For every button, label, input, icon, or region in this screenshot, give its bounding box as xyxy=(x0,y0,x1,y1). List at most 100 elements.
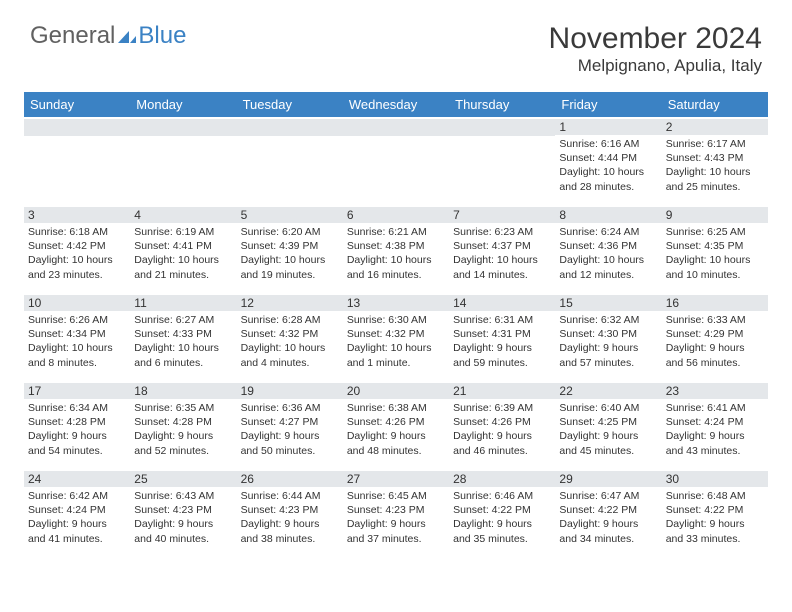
day-info-line: Sunset: 4:35 PM xyxy=(666,239,764,253)
day-info-line: Daylight: 10 hours xyxy=(134,341,232,355)
day-info-line: Sunset: 4:28 PM xyxy=(28,415,126,429)
day-info-line: and 56 minutes. xyxy=(666,356,764,370)
day-info-line: Sunset: 4:23 PM xyxy=(241,503,339,517)
day-info-line: Sunrise: 6:36 AM xyxy=(241,401,339,415)
day-cell: 20 Sunrise: 6:38 AMSunset: 4:26 PMDayligh… xyxy=(343,381,449,469)
day-info-line: Sunrise: 6:30 AM xyxy=(347,313,445,327)
day-info-line: Sunset: 4:32 PM xyxy=(347,327,445,341)
day-cell: 18Sunrise: 6:35 AMSunset: 4:28 PMDayligh… xyxy=(130,381,236,469)
day-info-line: Sunset: 4:36 PM xyxy=(559,239,657,253)
day-info: Sunrise: 6:17 AMSunset: 4:43 PMDaylight:… xyxy=(666,137,764,194)
day-info-line: Sunset: 4:29 PM xyxy=(666,327,764,341)
day-cell: 24Sunrise: 6:42 AMSunset: 4:24 PMDayligh… xyxy=(24,469,130,557)
day-info-line: and 40 minutes. xyxy=(134,532,232,546)
day-header-row: Sunday Monday Tuesday Wednesday Thursday… xyxy=(24,92,768,117)
day-info-line: Sunrise: 6:39 AM xyxy=(453,401,551,415)
day-info: Sunrise: 6:34 AMSunset: 4:28 PMDaylight:… xyxy=(28,401,126,458)
day-info-line: Sunset: 4:24 PM xyxy=(666,415,764,429)
day-info-line: Sunrise: 6:17 AM xyxy=(666,137,764,151)
day-info-line: and 4 minutes. xyxy=(241,356,339,370)
logo-sail-icon xyxy=(118,29,136,43)
day-number: 23 xyxy=(662,383,768,399)
day-number: 2 xyxy=(662,119,768,135)
day-info-line: Sunrise: 6:28 AM xyxy=(241,313,339,327)
day-info-line: Sunset: 4:31 PM xyxy=(453,327,551,341)
day-info-line: and 19 minutes. xyxy=(241,268,339,282)
day-info: Sunrise: 6:33 AMSunset: 4:29 PMDaylight:… xyxy=(666,313,764,370)
day-info-line: and 41 minutes. xyxy=(28,532,126,546)
day-info-line: Sunrise: 6:32 AM xyxy=(559,313,657,327)
day-info-line: Daylight: 9 hours xyxy=(28,429,126,443)
day-number xyxy=(449,119,555,136)
day-info: Sunrise: 6:45 AMSunset: 4:23 PMDaylight:… xyxy=(347,489,445,546)
day-cell: 9 Sunrise: 6:25 AMSunset: 4:35 PMDaylight… xyxy=(662,205,768,293)
day-info-line: and 28 minutes. xyxy=(559,180,657,194)
day-cell: 23Sunrise: 6:41 AMSunset: 4:24 PMDayligh… xyxy=(662,381,768,469)
day-info-line: Sunset: 4:30 PM xyxy=(559,327,657,341)
day-info: Sunrise: 6:25 AMSunset: 4:35 PMDaylight:… xyxy=(666,225,764,282)
day-info-line: and 54 minutes. xyxy=(28,444,126,458)
day-info-line: Sunset: 4:23 PM xyxy=(134,503,232,517)
day-cell: 15Sunrise: 6:32 AMSunset: 4:30 PMDayligh… xyxy=(555,293,661,381)
day-info-line: Sunrise: 6:35 AM xyxy=(134,401,232,415)
day-info-line: and 25 minutes. xyxy=(666,180,764,194)
day-info: Sunrise: 6:38 AMSunset: 4:26 PMDaylight:… xyxy=(347,401,445,458)
day-header-fri: Friday xyxy=(555,92,661,117)
day-info-line: Daylight: 10 hours xyxy=(666,253,764,267)
day-number: 27 xyxy=(343,471,449,487)
day-info-line: Sunrise: 6:25 AM xyxy=(666,225,764,239)
day-info: Sunrise: 6:20 AMSunset: 4:39 PMDaylight:… xyxy=(241,225,339,282)
day-cell: 12Sunrise: 6:28 AMSunset: 4:32 PMDayligh… xyxy=(237,293,343,381)
day-number xyxy=(237,119,343,136)
day-info: Sunrise: 6:47 AMSunset: 4:22 PMDaylight:… xyxy=(559,489,657,546)
day-number: 17 xyxy=(24,383,130,399)
day-cell: 3Sunrise: 6:18 AMSunset: 4:42 PMDaylight… xyxy=(24,205,130,293)
day-number: 3 xyxy=(24,207,130,223)
day-number: 9 xyxy=(662,207,768,223)
day-info-line: Daylight: 9 hours xyxy=(347,429,445,443)
day-info-line: Sunrise: 6:18 AM xyxy=(28,225,126,239)
day-info-line: Daylight: 9 hours xyxy=(559,429,657,443)
day-info: Sunrise: 6:27 AMSunset: 4:33 PMDaylight:… xyxy=(134,313,232,370)
day-info-line: Sunrise: 6:38 AM xyxy=(347,401,445,415)
day-info-line: Sunset: 4:22 PM xyxy=(559,503,657,517)
day-info: Sunrise: 6:43 AMSunset: 4:23 PMDaylight:… xyxy=(134,489,232,546)
day-info-line: Daylight: 10 hours xyxy=(28,253,126,267)
day-cell: 17 Sunrise: 6:34 AMSunset: 4:28 PMDayligh… xyxy=(24,381,130,469)
day-info-line: Daylight: 9 hours xyxy=(134,517,232,531)
day-info-line: Daylight: 9 hours xyxy=(347,517,445,531)
day-info-line: and 16 minutes. xyxy=(347,268,445,282)
day-cell: 21Sunrise: 6:39 AMSunset: 4:26 PMDayligh… xyxy=(449,381,555,469)
day-info-line: Sunrise: 6:40 AM xyxy=(559,401,657,415)
day-info-line: and 10 minutes. xyxy=(666,268,764,282)
day-cell: 5Sunrise: 6:20 AMSunset: 4:39 PMDaylight… xyxy=(237,205,343,293)
day-info-line: Daylight: 9 hours xyxy=(666,429,764,443)
day-info-line: Sunset: 4:43 PM xyxy=(666,151,764,165)
day-info-line: Sunset: 4:22 PM xyxy=(453,503,551,517)
day-cell: 26Sunrise: 6:44 AMSunset: 4:23 PMDayligh… xyxy=(237,469,343,557)
day-info-line: Sunset: 4:39 PM xyxy=(241,239,339,253)
day-info: Sunrise: 6:48 AMSunset: 4:22 PMDaylight:… xyxy=(666,489,764,546)
day-number: 28 xyxy=(449,471,555,487)
day-info-line: Sunset: 4:26 PM xyxy=(453,415,551,429)
day-cell: 13Sunrise: 6:30 AMSunset: 4:32 PMDayligh… xyxy=(343,293,449,381)
day-info-line: Sunset: 4:33 PM xyxy=(134,327,232,341)
day-number: 19 xyxy=(237,383,343,399)
day-info-line: Sunset: 4:24 PM xyxy=(28,503,126,517)
day-cell xyxy=(343,117,449,205)
day-number: 8 xyxy=(555,207,661,223)
day-number: 26 xyxy=(237,471,343,487)
day-info-line: Sunrise: 6:46 AM xyxy=(453,489,551,503)
day-number: 20 xyxy=(343,383,449,399)
month-title: November 2024 xyxy=(549,22,762,56)
day-cell: 28Sunrise: 6:46 AMSunset: 4:22 PMDayligh… xyxy=(449,469,555,557)
day-header-tue: Tuesday xyxy=(237,92,343,117)
day-info-line: Sunrise: 6:42 AM xyxy=(28,489,126,503)
day-info: Sunrise: 6:30 AMSunset: 4:32 PMDaylight:… xyxy=(347,313,445,370)
day-info-line: and 6 minutes. xyxy=(134,356,232,370)
day-info-line: Sunrise: 6:24 AM xyxy=(559,225,657,239)
day-cell: 25 Sunrise: 6:43 AMSunset: 4:23 PMDayligh… xyxy=(130,469,236,557)
day-info-line: and 46 minutes. xyxy=(453,444,551,458)
day-number: 1 xyxy=(555,119,661,135)
day-number: 25 xyxy=(130,471,236,487)
